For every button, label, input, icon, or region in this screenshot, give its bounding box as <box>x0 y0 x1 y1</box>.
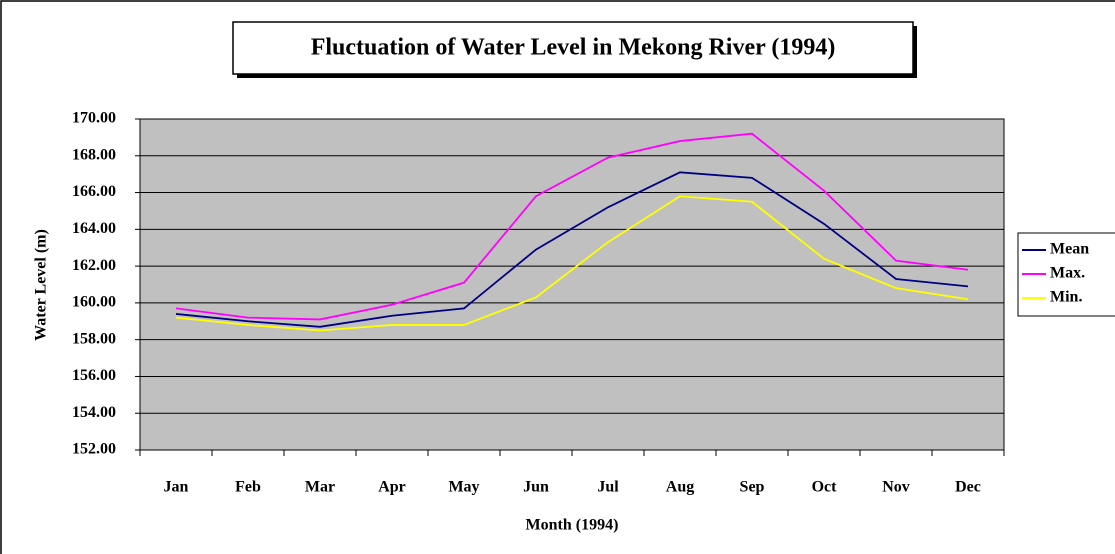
y-tick-label: 152.00 <box>72 441 116 458</box>
y-tick-label: 166.00 <box>72 183 116 200</box>
x-tick-label: Jan <box>164 479 189 496</box>
x-tick-label: Sep <box>740 479 765 496</box>
series-line <box>175 171 969 328</box>
x-tick-label: Apr <box>378 479 406 496</box>
x-axis-label: Month (1994) <box>526 517 619 534</box>
x-tick-label: May <box>448 479 479 496</box>
x-tick-label: Feb <box>235 479 261 496</box>
y-tick-label: 162.00 <box>72 257 116 274</box>
x-tick-label: Oct <box>812 479 838 496</box>
legend-label: Mean <box>1050 241 1089 258</box>
x-tick-label: Jun <box>523 479 549 496</box>
y-tick-label: 158.00 <box>72 330 116 347</box>
x-tick-label: Jul <box>597 479 619 496</box>
legend-label: Max. <box>1050 265 1085 282</box>
y-tick-label: 154.00 <box>72 404 116 421</box>
legend-label: Min. <box>1050 289 1082 306</box>
title-box <box>232 21 914 75</box>
y-tick-label: 170.00 <box>72 110 116 127</box>
x-tick-label: Mar <box>305 479 335 496</box>
plot-area <box>139 118 1005 451</box>
y-axis-label: Water Level (m) <box>33 229 50 341</box>
series-line <box>175 195 969 332</box>
y-tick-label: 160.00 <box>72 294 116 311</box>
x-tick-label: Nov <box>882 479 910 496</box>
chart-title: Fluctuation of Water Level in Mekong Riv… <box>311 35 836 61</box>
x-tick-label: Dec <box>955 479 981 496</box>
series-line <box>175 132 969 321</box>
y-tick-label: 168.00 <box>72 146 116 163</box>
x-tick-label: Aug <box>666 479 694 496</box>
y-tick-label: 164.00 <box>72 220 116 237</box>
y-tick-label: 156.00 <box>72 367 116 384</box>
